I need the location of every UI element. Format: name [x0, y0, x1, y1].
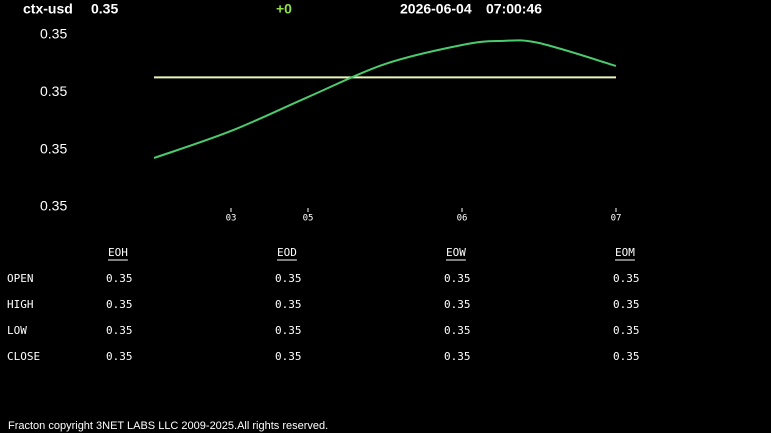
column-header: EOD [277, 246, 297, 259]
cell-value: 0.35 [613, 298, 640, 311]
row-label: LOW [7, 324, 27, 337]
footer: Fracton copyright 3NET LABS LLC 2009-202… [8, 420, 328, 432]
symbol: ctx-usd [23, 1, 73, 17]
y-tick-label: 0.35 [40, 198, 67, 214]
column-header: EOH [108, 246, 128, 259]
cell-value: 0.35 [106, 350, 133, 363]
price-line [153, 39, 617, 159]
cell-value: 0.35 [613, 272, 640, 285]
y-tick-label: 0.35 [40, 140, 67, 156]
x-tick-label: 03 [226, 214, 237, 224]
cell-value: 0.35 [275, 272, 302, 285]
date: 2026-06-04 [400, 1, 472, 17]
cell-value: 0.35 [613, 324, 640, 337]
row-label: CLOSE [7, 350, 40, 363]
x-tick-label: 05 [303, 214, 314, 224]
change: +0 [276, 1, 292, 17]
row-label: HIGH [7, 298, 34, 311]
cell-value: 0.35 [106, 298, 133, 311]
cell-value: 0.35 [613, 350, 640, 363]
cell-value: 0.35 [106, 272, 133, 285]
y-tick-label: 0.35 [40, 26, 67, 42]
cell-value: 0.35 [106, 324, 133, 337]
cell-value: 0.35 [275, 350, 302, 363]
cell-value: 0.35 [275, 324, 302, 337]
cell-value: 0.35 [275, 298, 302, 311]
cell-value: 0.35 [444, 324, 471, 337]
time: 07:00:46 [486, 1, 542, 17]
x-tick-label: 06 [457, 214, 468, 224]
y-tick-label: 0.35 [40, 83, 67, 99]
column-header: EOW [446, 246, 466, 259]
column-header: EOM [615, 246, 635, 259]
x-tick-label: 07 [611, 214, 622, 224]
row-label: OPEN [7, 272, 34, 285]
cell-value: 0.35 [444, 298, 471, 311]
price: 0.35 [91, 1, 118, 17]
cell-value: 0.35 [444, 350, 471, 363]
cell-value: 0.35 [444, 272, 471, 285]
